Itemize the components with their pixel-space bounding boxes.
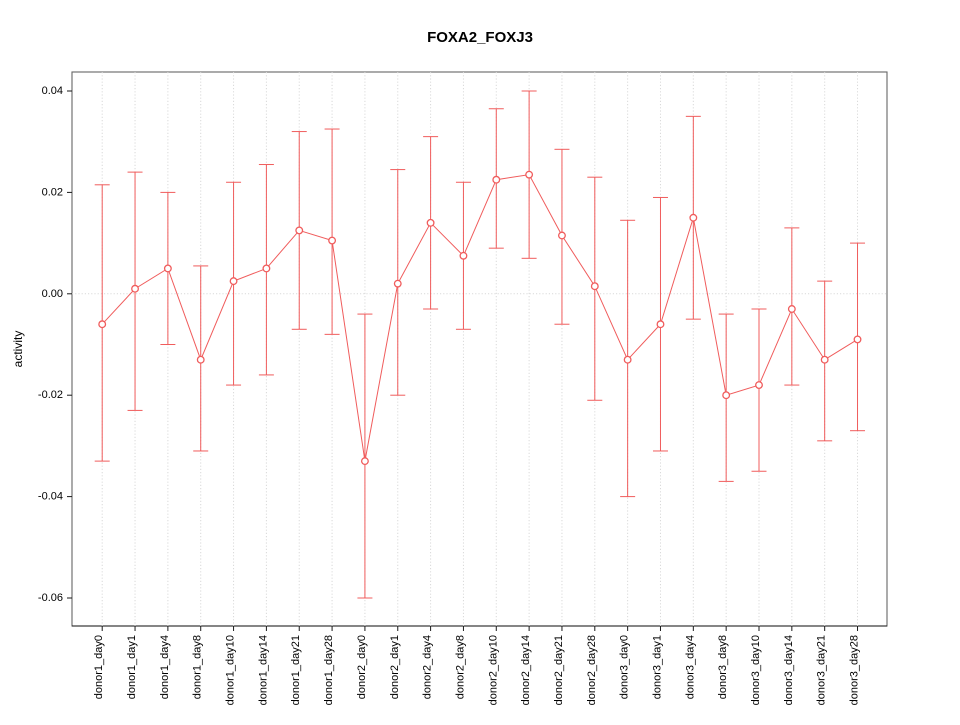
- svg-text:donor1_day4: donor1_day4: [159, 635, 171, 699]
- svg-text:donor3_day4: donor3_day4: [684, 635, 696, 699]
- svg-text:donor1_day28: donor1_day28: [323, 635, 335, 705]
- svg-text:donor2_day28: donor2_day28: [586, 635, 598, 705]
- svg-text:donor3_day8: donor3_day8: [717, 635, 729, 699]
- svg-text:0.00: 0.00: [42, 288, 63, 300]
- svg-text:0.02: 0.02: [42, 186, 63, 198]
- svg-text:donor3_day21: donor3_day21: [816, 635, 828, 705]
- svg-text:donor1_day14: donor1_day14: [257, 635, 269, 705]
- svg-text:FOXA2_FOXJ3: FOXA2_FOXJ3: [427, 29, 533, 46]
- svg-text:donor1_day0: donor1_day0: [93, 635, 105, 699]
- svg-text:donor2_day14: donor2_day14: [520, 635, 532, 705]
- svg-text:donor2_day8: donor2_day8: [454, 635, 466, 699]
- svg-text:0.04: 0.04: [42, 85, 63, 97]
- svg-text:donor2_day4: donor2_day4: [422, 635, 434, 699]
- svg-text:donor3_day14: donor3_day14: [783, 635, 795, 705]
- svg-text:donor1_day10: donor1_day10: [225, 635, 237, 705]
- svg-text:donor2_day21: donor2_day21: [553, 635, 565, 705]
- svg-text:donor1_day1: donor1_day1: [126, 635, 138, 699]
- svg-text:-0.02: -0.02: [38, 389, 63, 401]
- svg-text:donor1_day8: donor1_day8: [192, 635, 204, 699]
- svg-text:donor3_day10: donor3_day10: [750, 635, 762, 705]
- svg-text:donor3_day28: donor3_day28: [849, 635, 861, 705]
- svg-text:donor3_day1: donor3_day1: [651, 635, 663, 699]
- svg-text:donor2_day0: donor2_day0: [356, 635, 368, 699]
- svg-text:-0.06: -0.06: [38, 592, 63, 604]
- svg-text:donor2_day1: donor2_day1: [389, 635, 401, 699]
- svg-text:activity: activity: [11, 331, 25, 368]
- svg-text:-0.04: -0.04: [38, 491, 63, 503]
- svg-text:donor2_day10: donor2_day10: [487, 635, 499, 705]
- svg-text:donor3_day0: donor3_day0: [619, 635, 631, 699]
- svg-text:donor1_day21: donor1_day21: [290, 635, 302, 705]
